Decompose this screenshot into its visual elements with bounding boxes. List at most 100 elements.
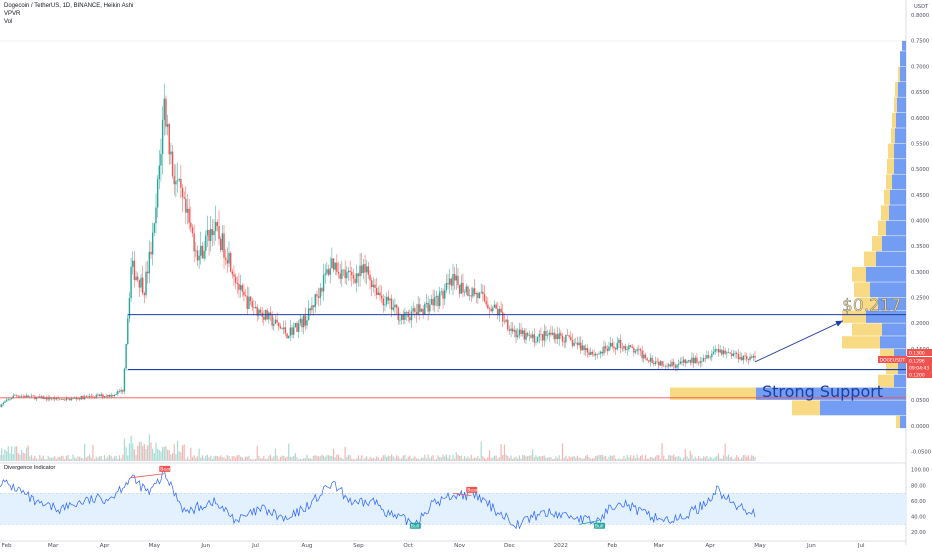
volume-bar	[210, 455, 212, 461]
volume-bar	[661, 443, 663, 461]
volume-bar	[472, 458, 474, 461]
volume-bar	[739, 458, 741, 461]
candle-body	[614, 348, 617, 350]
bear-signal-badge[interactable]	[159, 465, 171, 472]
volume-bar	[160, 451, 162, 461]
bear-signal-badge[interactable]	[466, 486, 478, 493]
vpvr-label[interactable]: VPVR	[4, 11, 21, 17]
volume-bar	[505, 454, 507, 461]
candle-body	[93, 396, 96, 398]
candle-body	[39, 396, 41, 398]
candle-body	[450, 278, 453, 286]
volume-bar	[520, 458, 522, 461]
resistance-label[interactable]: $0.217	[842, 296, 902, 316]
candle-body	[643, 354, 645, 359]
month-tick-label: Apr	[100, 543, 110, 549]
candle-body	[439, 291, 441, 307]
candle-body	[351, 271, 353, 276]
volume-bar	[79, 456, 81, 461]
volume-bar	[293, 455, 295, 461]
volume-bar	[722, 455, 725, 461]
support-label[interactable]: Strong Support	[762, 382, 883, 401]
volume-bar	[480, 441, 482, 461]
volume-bar	[30, 455, 33, 461]
bull-signal-label: Bull	[411, 523, 419, 529]
candle-body	[246, 296, 248, 309]
candle-body	[37, 396, 39, 398]
volume-profile-row-yellow	[792, 400, 820, 416]
volume-bar	[540, 456, 542, 461]
volume-bar	[503, 444, 506, 461]
candle-body	[98, 394, 101, 397]
volume-bar	[39, 454, 41, 461]
volume-bar	[223, 457, 225, 461]
volume-bar	[711, 457, 713, 461]
countdown-badge	[907, 364, 932, 371]
volume-bar	[55, 458, 58, 461]
volume-bar	[744, 454, 746, 461]
volume-bar	[344, 446, 346, 461]
bull-signal-badge[interactable]	[594, 522, 606, 529]
volume-bar	[405, 458, 408, 461]
candle-body	[215, 221, 217, 232]
volume-bar	[369, 456, 371, 461]
volume-bar	[478, 458, 481, 461]
candle-body	[375, 287, 378, 295]
candle-body	[239, 285, 242, 290]
volume-bar	[454, 458, 456, 461]
candle-body	[301, 318, 303, 328]
candle-body	[54, 397, 56, 400]
volume-bar	[751, 455, 753, 461]
month-tick-label: Jul	[857, 543, 865, 549]
trend-arrow-line[interactable]	[754, 320, 844, 363]
volume-bar	[613, 454, 615, 461]
volume-bar	[132, 443, 134, 461]
volume-bar	[684, 448, 686, 461]
candle-body	[492, 307, 494, 312]
volume-bar	[399, 458, 401, 461]
volume-bar	[573, 455, 575, 461]
volume-bar	[37, 459, 39, 461]
candle-body	[52, 397, 54, 399]
volume-bar	[198, 448, 200, 461]
candle-body	[153, 223, 156, 233]
candle-body	[483, 294, 486, 302]
candle-body	[687, 360, 690, 362]
volume-bar	[205, 455, 207, 461]
vol-label[interactable]: Vol	[4, 19, 13, 25]
volume-bar	[754, 457, 756, 461]
volume-profile-row-blue	[866, 310, 906, 323]
volume-bar	[678, 456, 680, 461]
volume-bar	[103, 455, 106, 461]
volume-bar	[138, 442, 140, 461]
volume-bar	[712, 458, 715, 461]
candle-body	[747, 359, 750, 360]
volume-bar	[379, 459, 381, 461]
candle-body	[512, 328, 514, 332]
candle-body	[561, 335, 564, 342]
volume-bar	[452, 454, 454, 461]
volume-bar	[619, 459, 622, 461]
volume-bar	[113, 456, 116, 461]
candle-body	[682, 359, 685, 363]
bull-signal-badge[interactable]	[409, 522, 421, 529]
volume-bar	[367, 459, 369, 461]
candle-body	[571, 339, 574, 346]
volume-bar	[450, 459, 452, 461]
candle-body	[173, 176, 175, 185]
volume-bar	[583, 458, 585, 461]
price-tick-label: 0.0000	[911, 424, 929, 430]
candle-body	[25, 395, 28, 398]
volume-bar	[362, 459, 364, 461]
volume-bar	[281, 455, 283, 461]
candle-body	[369, 274, 371, 281]
candle-body	[414, 308, 416, 313]
candle-body	[186, 208, 189, 213]
candle-body	[581, 345, 584, 351]
candle-body	[566, 334, 569, 336]
candle-body	[140, 277, 142, 288]
oscillator-tick-label: 80.00	[911, 483, 926, 489]
candle-body	[336, 262, 338, 272]
